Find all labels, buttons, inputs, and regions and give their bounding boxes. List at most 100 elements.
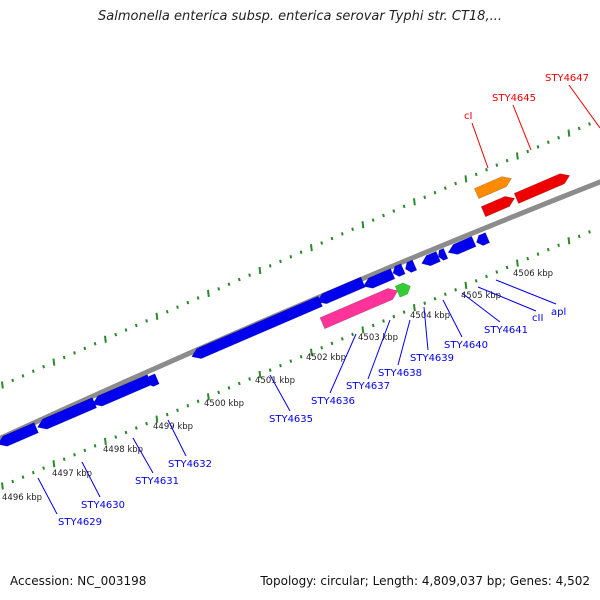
- reverse-gene-arrow: [421, 250, 441, 267]
- ruler-tick-label: 4504 kbp: [410, 311, 450, 321]
- minor-tick: [134, 426, 138, 430]
- minor-tick: [474, 279, 478, 283]
- label-leader-line: [461, 292, 501, 323]
- minor-tick: [382, 319, 385, 323]
- minor-tick: [93, 342, 97, 346]
- minor-tick: [433, 190, 437, 195]
- inner-tick-row: [1, 230, 591, 490]
- ruler-tick-label: 4497 kbp: [52, 469, 92, 479]
- label-leader-line: [397, 319, 411, 366]
- major-tick: [258, 266, 262, 275]
- outer-tick-row: [1, 122, 591, 389]
- minor-tick: [546, 247, 550, 252]
- label-leader-lines: [37, 84, 600, 515]
- minor-tick: [227, 282, 231, 287]
- minor-tick: [83, 346, 87, 351]
- ruler-tick-label: 4501 kbp: [255, 376, 295, 386]
- reverse-gene-arrow: [438, 247, 449, 261]
- ruler-tick-label: 4505 kbp: [461, 291, 501, 301]
- gene-label-reverse: STY4639: [410, 353, 454, 364]
- minor-tick: [248, 273, 251, 277]
- minor-tick: [351, 332, 354, 337]
- pink-gene-block: [319, 288, 399, 330]
- gene-features: [0, 173, 571, 447]
- major-tick: [155, 415, 159, 423]
- minor-tick: [186, 300, 190, 305]
- minor-tick: [330, 236, 334, 241]
- minor-tick: [577, 234, 581, 239]
- gene-label-reverse: apl: [551, 307, 566, 318]
- gene-label-forward: STY4647: [545, 73, 589, 84]
- minor-tick: [176, 408, 179, 412]
- minor-tick: [114, 435, 118, 439]
- gene-label-reverse: cII: [532, 313, 543, 324]
- minor-tick: [423, 301, 427, 305]
- minor-tick: [237, 381, 241, 386]
- minor-tick: [454, 288, 457, 292]
- ruler-tick-label: 4498 kbp: [103, 445, 143, 455]
- gene-label-reverse: STY4640: [444, 340, 488, 351]
- gene-label-reverse: STY4632: [168, 459, 212, 470]
- major-tick: [310, 243, 313, 252]
- ruler-tick-label: 4506 kbp: [513, 269, 553, 279]
- minor-tick: [433, 296, 437, 301]
- minor-tick: [299, 354, 303, 359]
- minor-tick: [526, 256, 530, 261]
- minor-tick: [577, 126, 581, 131]
- minor-tick: [124, 328, 128, 332]
- forward-gene-arrow: [513, 173, 571, 204]
- reverse-gene-arrow: [405, 259, 418, 273]
- minor-tick: [320, 346, 324, 350]
- forward-gene-arrow: [480, 196, 516, 218]
- label-leader-line: [81, 461, 101, 498]
- minor-tick: [62, 355, 66, 360]
- minor-tick: [557, 243, 560, 247]
- minor-tick: [279, 363, 282, 368]
- gene-label-reverse: STY4641: [484, 325, 528, 336]
- label-leader-line: [442, 299, 463, 338]
- major-tick: [52, 460, 56, 468]
- major-tick: [464, 175, 468, 183]
- minor-tick: [588, 122, 591, 126]
- major-tick: [104, 437, 107, 446]
- ruler-tick-label: 4502 kbp: [306, 353, 346, 363]
- ruler-tick-label: 4500 kbp: [204, 399, 244, 409]
- minor-tick: [196, 296, 200, 300]
- gene-labels: cI STY4645 STY4647 STY4629 STY4630 STY4631 STY…: [58, 73, 589, 528]
- minor-tick: [21, 374, 25, 378]
- minor-tick: [145, 319, 148, 323]
- major-tick: [464, 281, 468, 289]
- accession-text: Accession: NC_003198: [10, 574, 147, 588]
- minor-tick: [382, 213, 385, 218]
- minor-tick: [42, 466, 45, 470]
- minor-tick: [31, 470, 35, 475]
- minor-tick: [165, 412, 169, 417]
- gene-label-reverse: STY4638: [378, 368, 422, 379]
- minor-tick: [320, 241, 324, 245]
- major-tick: [516, 152, 519, 160]
- label-leader-line: [167, 419, 187, 457]
- minor-tick: [505, 158, 509, 163]
- major-tick: [413, 304, 416, 312]
- minor-tick: [443, 292, 447, 297]
- label-leader-line: [329, 333, 357, 394]
- minor-tick: [340, 232, 344, 236]
- minor-tick: [299, 250, 303, 254]
- minor-tick: [289, 359, 293, 363]
- reverse-gene-arrow: [146, 373, 160, 387]
- reverse-gene-arrow: [0, 422, 39, 447]
- minor-tick: [485, 274, 488, 279]
- minor-tick: [217, 287, 221, 291]
- minor-tick: [505, 265, 509, 270]
- gene-label-reverse: STY4635: [269, 414, 313, 425]
- minor-tick: [227, 386, 231, 390]
- major-tick: [1, 482, 4, 490]
- minor-tick: [134, 323, 138, 328]
- orange-gene-arrow: [473, 176, 512, 199]
- label-leader-line: [423, 306, 429, 351]
- minor-tick: [42, 364, 45, 369]
- gene-label-reverse: STY4631: [135, 476, 179, 487]
- minor-tick: [237, 277, 241, 282]
- major-tick: [567, 129, 571, 137]
